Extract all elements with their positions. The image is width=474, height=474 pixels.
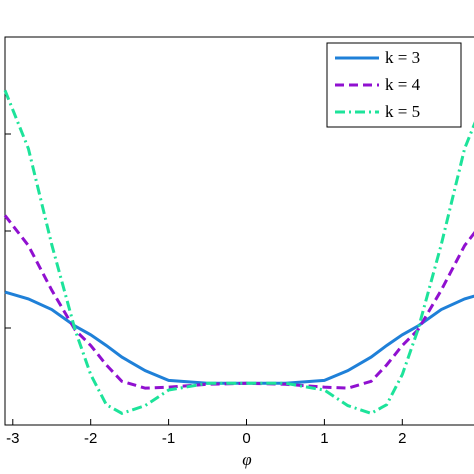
- x-tick-label: -2: [84, 430, 97, 447]
- x-tick-label: 0: [242, 430, 250, 447]
- line-series: [3, 214, 474, 390]
- legend-label: k = 4: [385, 75, 421, 94]
- x-tick-label: -3: [6, 430, 19, 447]
- legend-label: k = 5: [385, 102, 420, 121]
- x-tick-label: 1: [320, 430, 328, 447]
- x-tick-label: -1: [162, 430, 175, 447]
- line-series: [3, 89, 474, 415]
- legend-label: k = 3: [385, 48, 420, 67]
- x-tick-label: 2: [398, 430, 406, 447]
- x-axis-label: φ: [242, 450, 251, 469]
